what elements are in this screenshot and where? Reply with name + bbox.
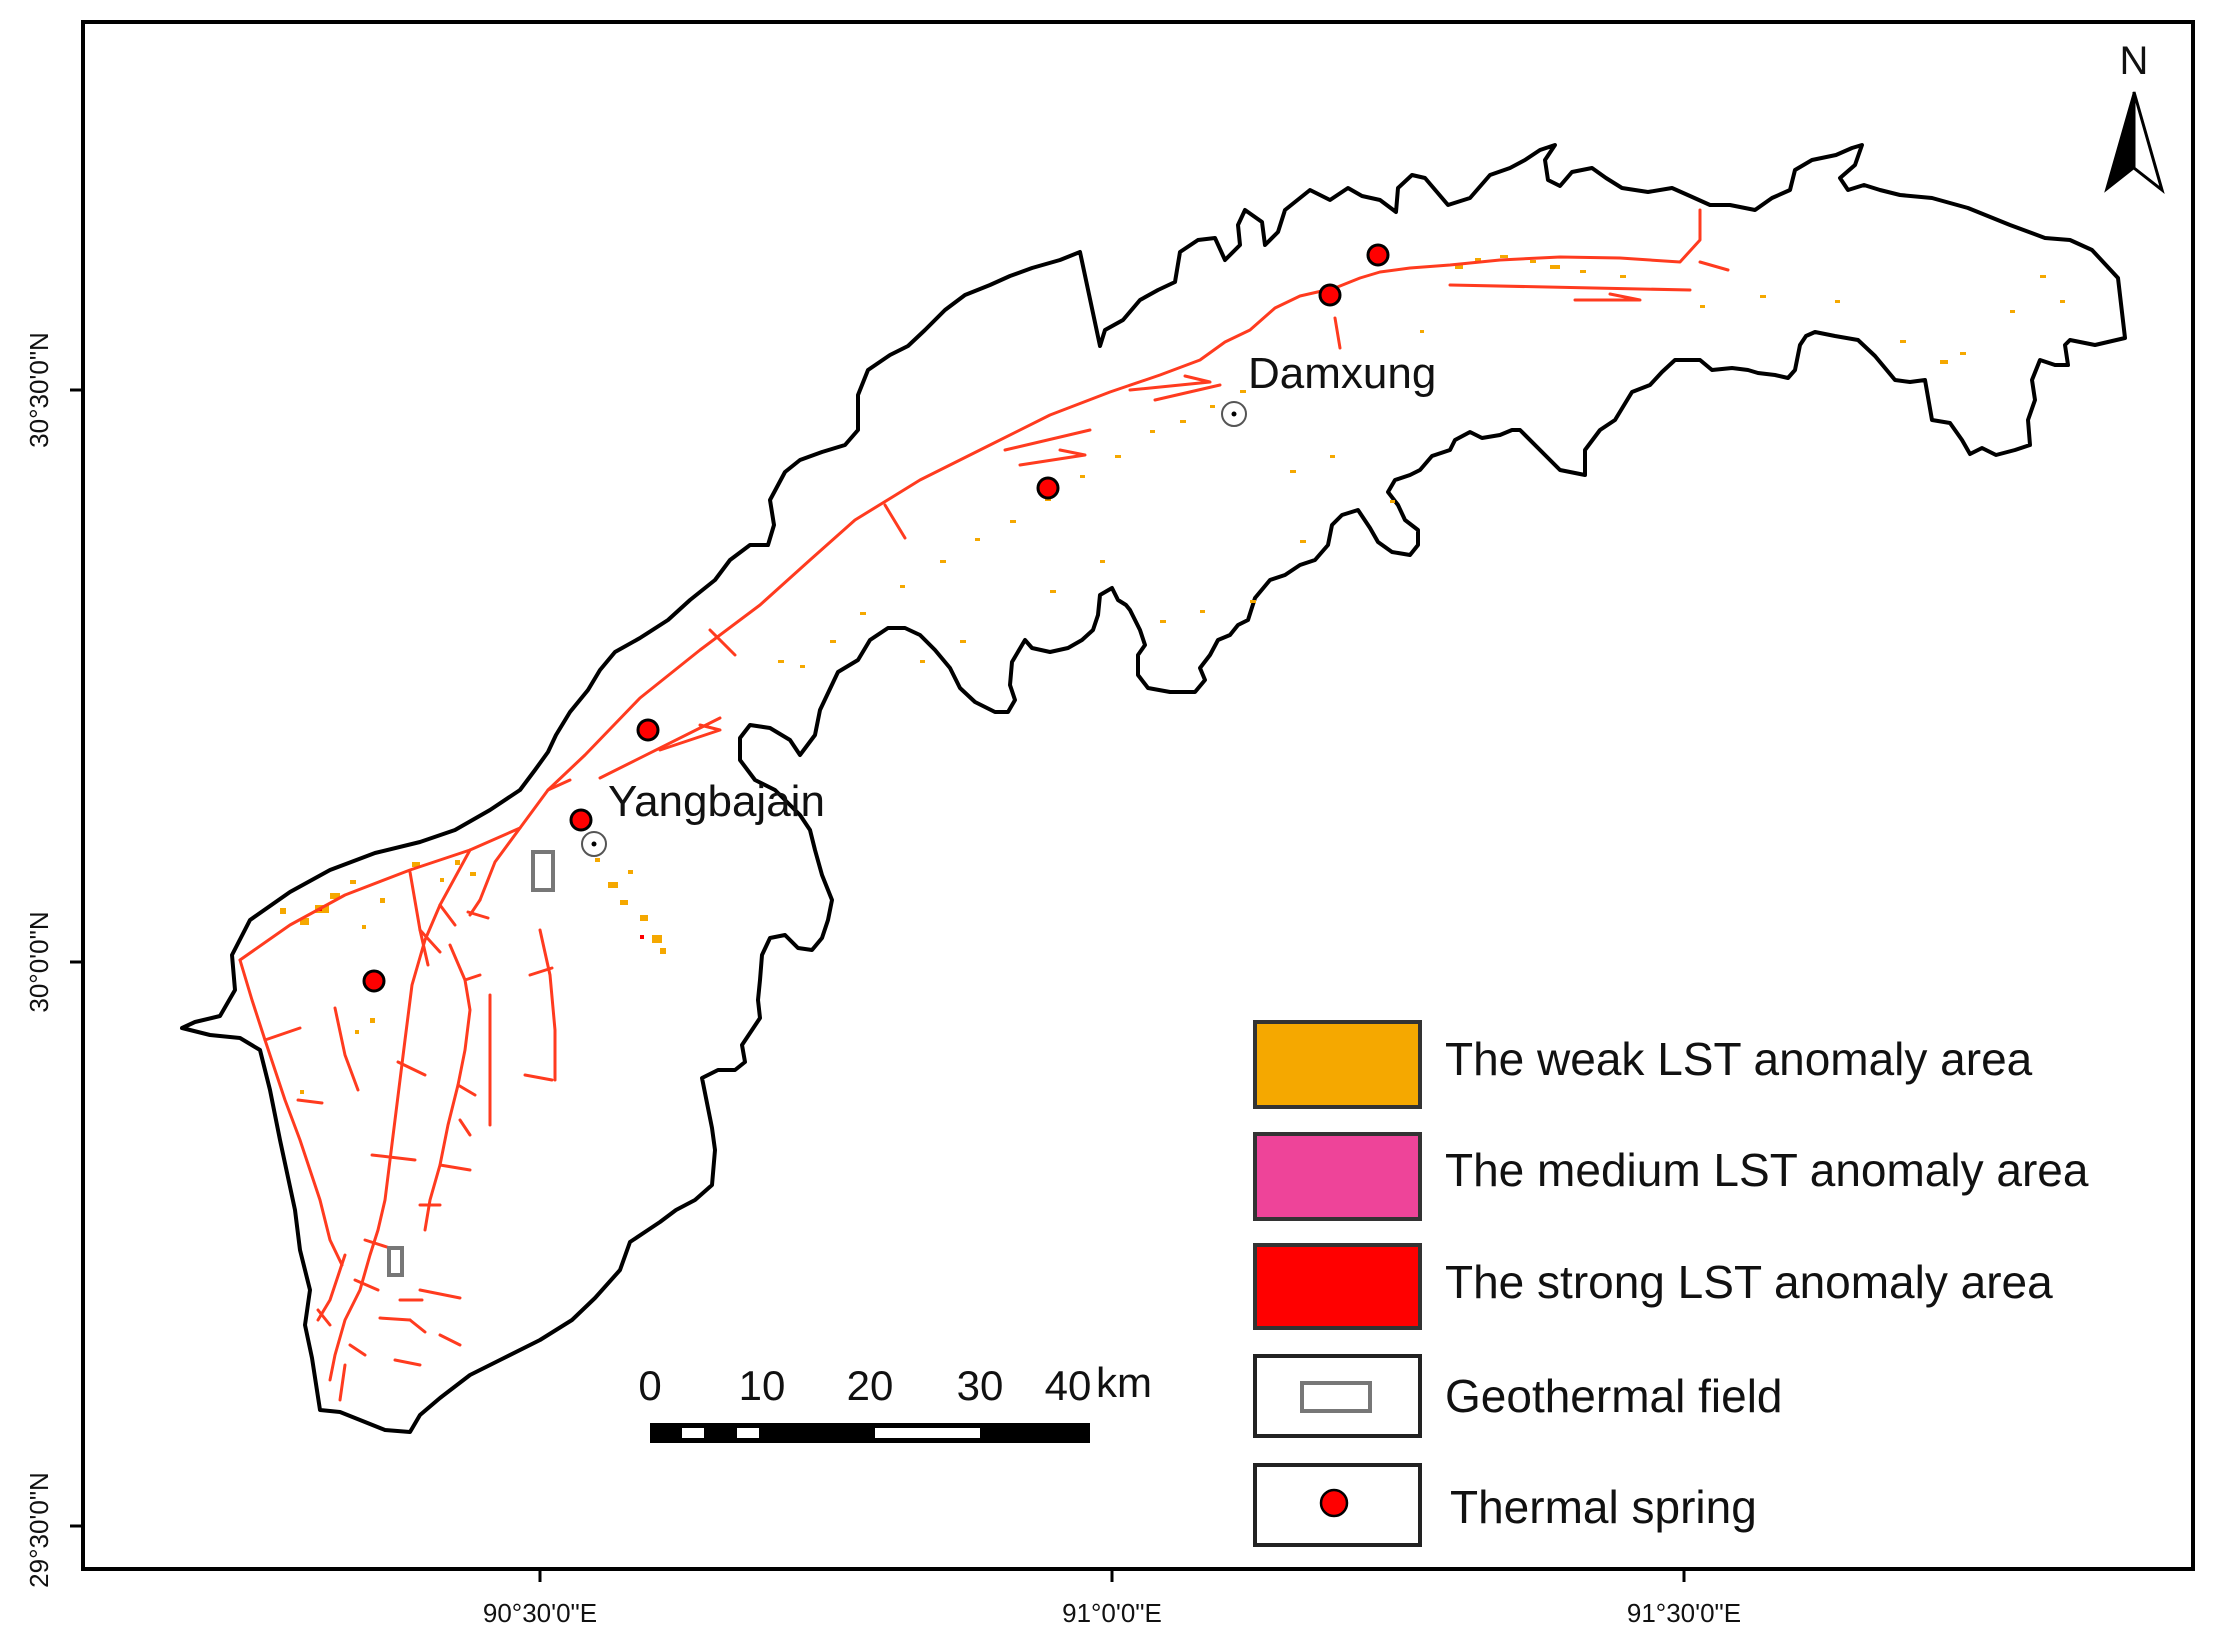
geothermal-field-marker — [387, 1246, 404, 1277]
x-tick-label: 91°30'0"E — [1627, 1598, 1741, 1628]
scale-tick-label: 10 — [739, 1362, 786, 1409]
y-axis-ticks — [70, 388, 83, 1528]
legend-swatch-strong — [1253, 1243, 1422, 1330]
x-tick-label: 90°30'0"E — [483, 1598, 597, 1628]
town-marker-damxung — [1221, 401, 1247, 427]
study-area-boundary — [180, 143, 2127, 1434]
faults — [238, 208, 1730, 1402]
town-marker-yangbajain — [581, 831, 607, 857]
place-label-yangbajain: Yangbajain — [608, 777, 825, 826]
legend-label: Thermal spring — [1450, 1481, 1757, 1533]
legend: The weak LST anomaly area The medium LST… — [1253, 1020, 2089, 1547]
thermal-spring-dot — [362, 969, 386, 993]
y-tick-label: 29°30'0"N — [24, 1472, 54, 1588]
thermal-spring-dot — [569, 808, 593, 832]
legend-label: The weak LST anomaly area — [1445, 1033, 2033, 1085]
legend-swatch-geothermal — [1253, 1354, 1422, 1438]
thermal-springs — [362, 243, 1390, 993]
x-tick-label: 91°0'0"E — [1062, 1598, 1162, 1628]
scale-unit-label: km — [1096, 1359, 1152, 1406]
scale-tick-label: 20 — [847, 1362, 894, 1409]
legend-label: The medium LST anomaly area — [1445, 1144, 2089, 1196]
thermal-spring-dot — [1036, 476, 1060, 500]
geothermal-field-marker — [531, 850, 555, 892]
scale-tick-label: 30 — [957, 1362, 1004, 1409]
thermal-spring-dot — [636, 718, 660, 742]
place-label-damxung: Damxung — [1248, 349, 1436, 398]
north-arrow: N — [2104, 39, 2165, 195]
legend-label: Geothermal field — [1445, 1370, 1783, 1422]
thermal-spring-dot — [1366, 243, 1390, 267]
y-tick-label: 30°30'0"N — [24, 332, 54, 448]
y-tick-label: 30°0'0"N — [24, 911, 54, 1012]
scale-bar: 0 10 20 30 40 km — [638, 1359, 1152, 1443]
legend-label: The strong LST anomaly area — [1445, 1256, 2053, 1308]
weak-anomaly-speckles — [280, 255, 2065, 1094]
x-axis-ticks — [538, 1569, 1686, 1582]
thermal-spring-dot — [1318, 283, 1342, 307]
legend-swatch-weak — [1253, 1020, 1422, 1109]
legend-swatch-medium — [1253, 1132, 1422, 1221]
scale-tick-label: 0 — [638, 1362, 661, 1409]
north-label: N — [2120, 39, 2149, 83]
scale-tick-label: 40 — [1045, 1362, 1092, 1409]
